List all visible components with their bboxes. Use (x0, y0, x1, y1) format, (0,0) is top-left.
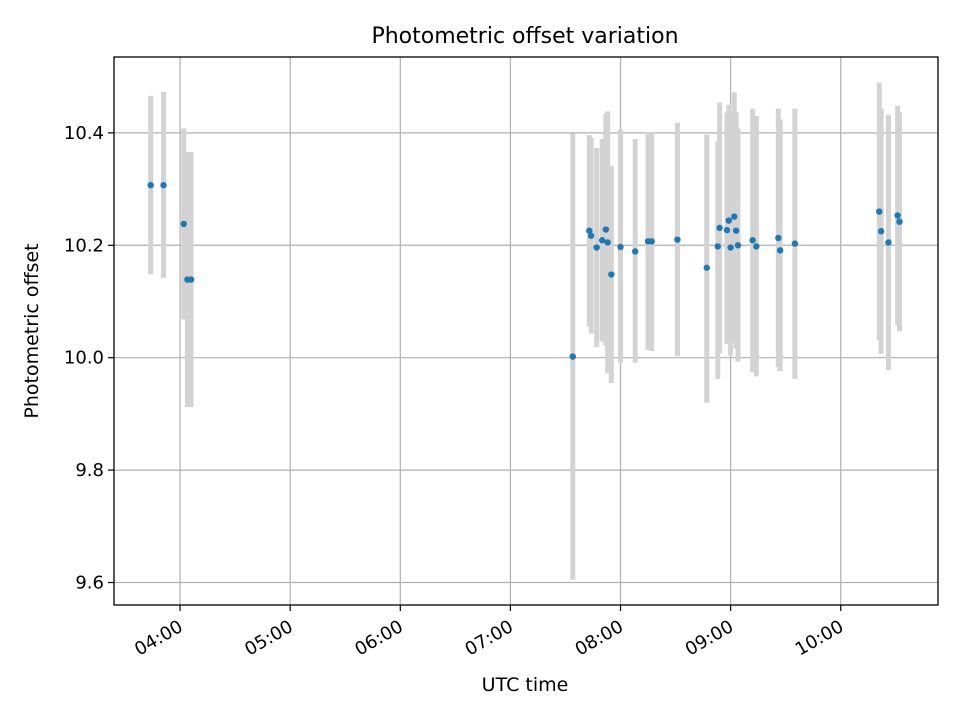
data-point (593, 244, 600, 251)
data-point (749, 237, 756, 244)
data-point (674, 236, 681, 243)
data-point (725, 217, 732, 224)
data-point (604, 239, 611, 246)
data-point (732, 227, 740, 234)
data-point (587, 232, 595, 239)
data-point (775, 234, 782, 242)
data-point (877, 228, 885, 235)
data-point (631, 248, 639, 255)
x-tick-label: 09:00 (682, 616, 737, 660)
data-point (160, 181, 167, 189)
x-tick-label: 10:00 (792, 616, 847, 660)
data-point (703, 264, 710, 271)
error-bars (148, 82, 902, 580)
x-tick-label: 08:00 (572, 616, 627, 660)
data-point (648, 238, 655, 245)
data-point (180, 220, 187, 228)
chart-title: Photometric offset variation (371, 24, 678, 49)
data-point (731, 213, 738, 220)
data-point (147, 181, 154, 189)
data-point (776, 247, 784, 254)
data-point (608, 271, 615, 278)
data-point (734, 242, 742, 249)
data-point (569, 353, 576, 360)
data-point (617, 243, 624, 251)
plot-frame (113, 56, 939, 606)
data-point (714, 243, 721, 250)
data-point (727, 244, 734, 251)
y-tick-label: 10.0 (64, 348, 104, 369)
x-tick-label: 05:00 (241, 616, 296, 660)
data-point (602, 226, 610, 233)
data-point (791, 240, 799, 247)
x-axis-label: UTC time (482, 674, 569, 696)
data-point (586, 227, 593, 234)
data-points (147, 181, 903, 360)
data-point (894, 212, 901, 219)
data-point (598, 237, 606, 244)
y-tick-label: 9.8 (75, 460, 104, 481)
data-point (896, 218, 903, 225)
data-point (753, 243, 760, 250)
y-tick-label: 9.6 (75, 573, 104, 594)
data-point (723, 226, 731, 234)
y-tick-label: 10.4 (64, 123, 104, 144)
y-tick-label: 10.2 (64, 235, 104, 256)
x-tick-label: 04:00 (131, 616, 186, 660)
data-point (187, 276, 195, 283)
x-tick-label: 06:00 (351, 616, 406, 660)
grid (114, 57, 938, 605)
data-point (716, 224, 723, 232)
x-tick-label: 07:00 (461, 616, 516, 660)
x-axis: 04:00 05:00 06:00 07:00 08:00 09:00 10:00 (131, 605, 847, 660)
y-axis: 9.6 9.8 10.0 10.2 10.4 (64, 123, 114, 594)
data-point (885, 239, 892, 246)
data-point (876, 208, 883, 215)
y-axis-label: Photometric offset (21, 243, 43, 418)
